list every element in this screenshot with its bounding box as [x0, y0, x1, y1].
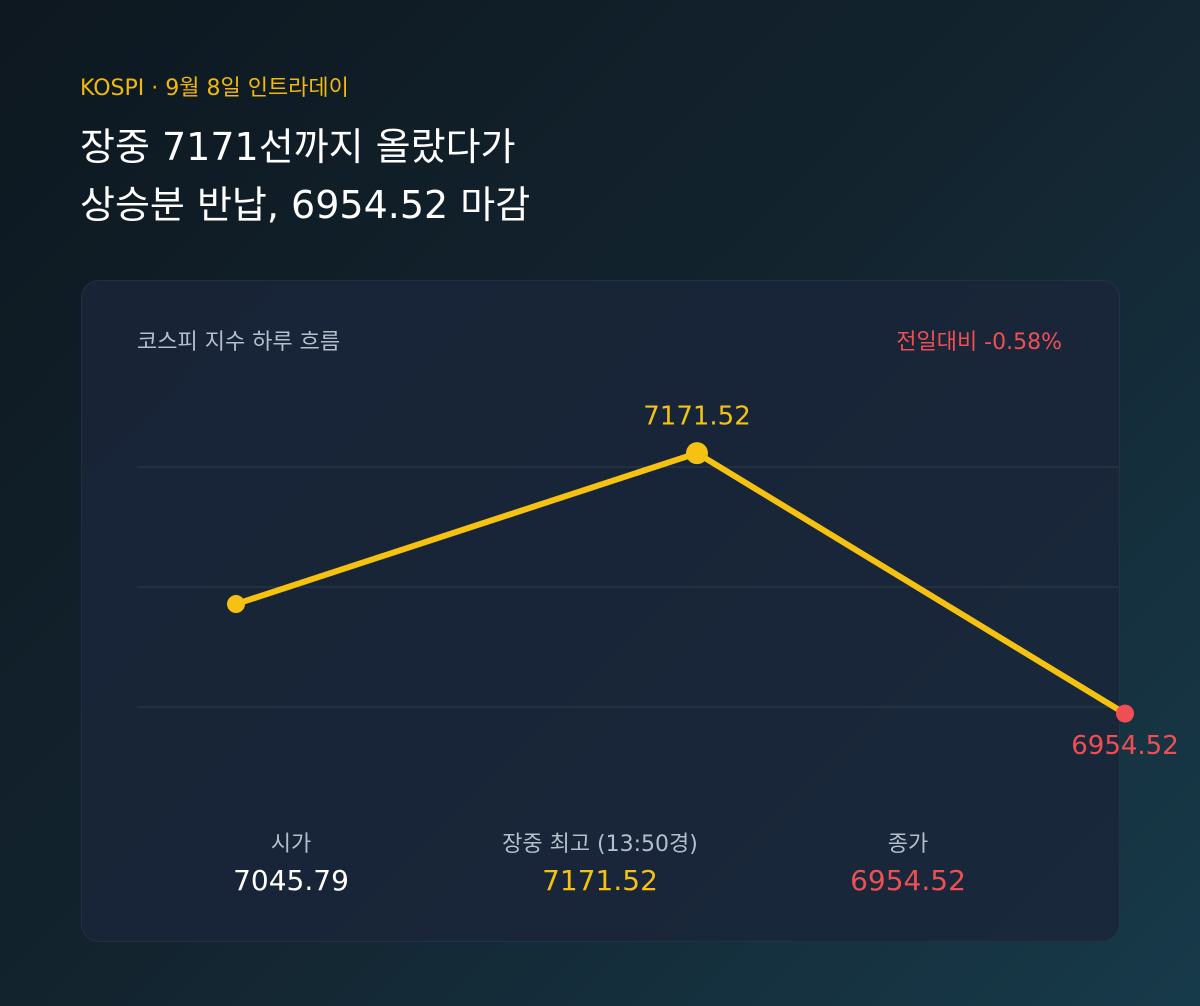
data-label: 7171.52 [643, 402, 751, 432]
headline: 장중 7171선까지 올랐다가 상승분 반납, 6954.52 마감 [80, 118, 530, 234]
change-annotation: 전일대비 -0.58% [896, 330, 1062, 355]
eyebrow: KOSPI · 9월 8일 인트라데이 [80, 76, 349, 101]
summary-label: 시가 [271, 832, 311, 857]
point [1116, 704, 1134, 723]
point [227, 595, 245, 614]
point [686, 442, 708, 465]
chart-title: 코스피 지수 하루 흐름 [137, 330, 340, 355]
data-label: 6954.52 [1071, 731, 1179, 761]
line [233, 450, 1128, 717]
summary-value: 7171.52 [542, 864, 658, 897]
summary-label: 종가 [888, 832, 928, 857]
chart-card [81, 280, 1120, 942]
headline-line: 상승분 반납, 6954.52 마감 [80, 183, 531, 227]
summary-value: 6954.52 [850, 864, 966, 897]
headline-line: 장중 7171선까지 올랐다가 [80, 125, 516, 169]
summary-value: 7045.79 [233, 864, 349, 897]
summary-label: 장중 최고 (13:50경) [502, 832, 698, 857]
